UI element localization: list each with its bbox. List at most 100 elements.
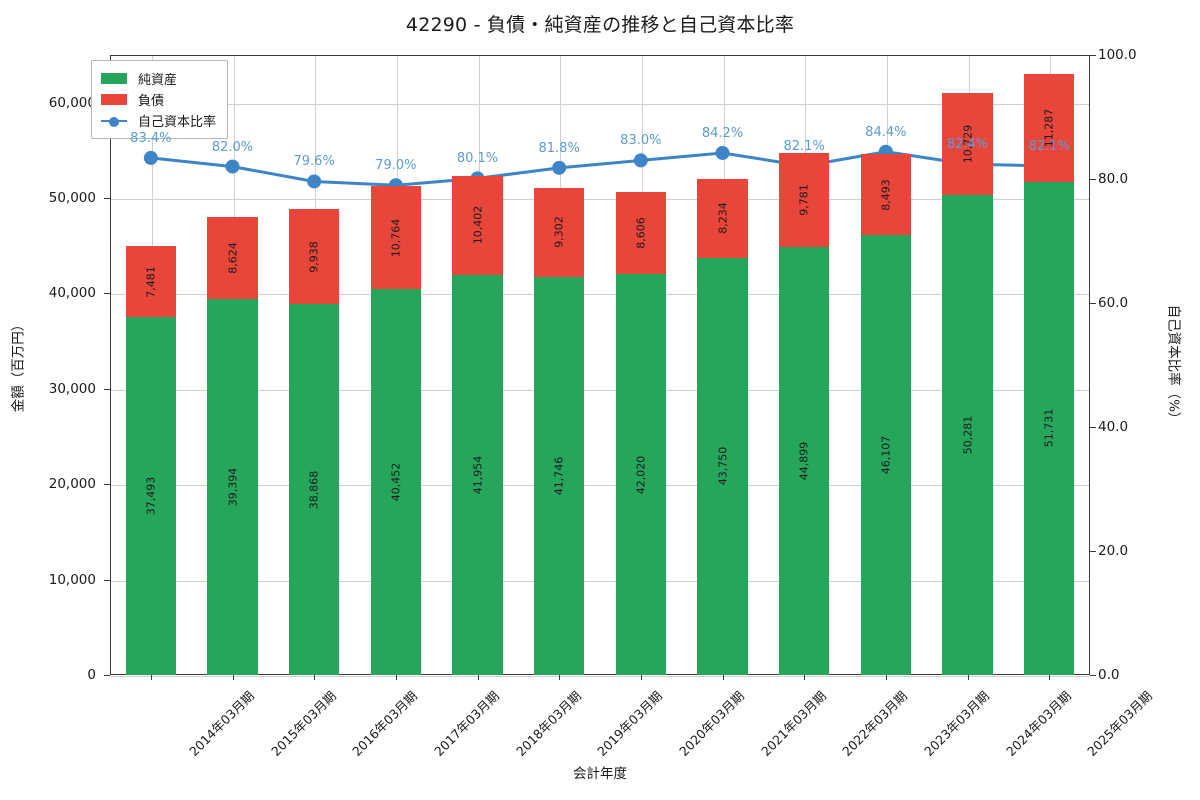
bar-value-label-net-assets: 42,020 <box>634 455 648 494</box>
bar-segment-liabilities[interactable] <box>288 209 340 305</box>
bar-value-label-liabilities: 9,938 <box>307 241 321 273</box>
bar-column[interactable] <box>452 55 503 675</box>
legend-swatch-icon <box>101 73 127 84</box>
x-axis-tickmark <box>477 675 479 680</box>
y-axis-left-tickmark <box>104 198 110 200</box>
bar-column[interactable] <box>125 55 177 675</box>
ratio-value-label: 84.2% <box>701 125 744 141</box>
bar-segment-liabilities[interactable] <box>452 175 503 275</box>
bar-segment-net-assets[interactable] <box>615 274 667 675</box>
ratio-value-label: 83.4% <box>130 130 172 146</box>
x-axis-tickmark <box>804 675 806 680</box>
bar-segment-net-assets[interactable] <box>942 195 993 675</box>
x-axis-tick-label: 2024年03月期 <box>1002 688 1074 759</box>
y-axis-left-tickmark <box>104 293 110 295</box>
bar-column[interactable] <box>942 55 993 675</box>
bar-value-label-net-assets: 40,452 <box>389 462 403 502</box>
y-axis-left-tickmark <box>104 484 110 486</box>
x-axis-tick-label: 2015年03月期 <box>267 688 339 759</box>
bar-segment-net-assets[interactable] <box>207 299 258 675</box>
legend-line-icon <box>101 115 127 127</box>
bar-column[interactable] <box>778 55 830 675</box>
grid-line <box>111 294 1089 296</box>
bar-segment-liabilities[interactable] <box>533 188 585 277</box>
bar-value-label-net-assets: 50,281 <box>961 415 974 455</box>
bar-segment-net-assets[interactable] <box>697 257 748 675</box>
y-axis-left-tickmark <box>104 579 110 581</box>
x-axis-tick-label: 2025年03月期 <box>1084 688 1156 759</box>
y-axis-right-tickmark <box>1090 303 1096 304</box>
bar-column[interactable] <box>1023 55 1075 675</box>
bar-value-label-net-assets: 39,394 <box>226 467 239 507</box>
ratio-value-label: 79.0% <box>375 158 417 174</box>
bar-value-label-liabilities: 9,302 <box>552 216 566 249</box>
bar-segment-net-assets[interactable] <box>288 304 340 675</box>
bar-value-label-liabilities: 9,781 <box>797 184 811 216</box>
legend-item[interactable]: 自己資本比率 <box>101 110 216 131</box>
bar-column[interactable] <box>370 55 422 675</box>
legend-label: 負債 <box>138 94 165 109</box>
bar-segment-liabilities[interactable] <box>942 93 993 196</box>
legend-item[interactable]: 負債 <box>101 89 216 110</box>
x-axis-tick-label: 2020年03月期 <box>675 688 747 759</box>
x-axis-tickmark <box>150 675 152 680</box>
bar-segment-liabilities[interactable] <box>1023 73 1075 182</box>
bar-column[interactable] <box>288 55 340 675</box>
chart-legend: 純資産負債自己資本比率 <box>91 60 229 139</box>
bar-segment-liabilities[interactable] <box>778 153 830 247</box>
legend-item[interactable]: 純資産 <box>101 68 216 89</box>
ratio-data-point[interactable] <box>225 159 240 174</box>
bar-segment-net-assets[interactable] <box>860 235 912 675</box>
bar-column[interactable] <box>207 55 258 675</box>
y-axis-left-label: 金額（百万円） <box>10 317 27 413</box>
bar-segment-liabilities[interactable] <box>370 186 422 290</box>
ratio-data-point[interactable] <box>307 174 322 189</box>
bar-segment-liabilities[interactable] <box>125 246 177 318</box>
bar-column[interactable] <box>615 55 667 675</box>
y-axis-right-tickmark <box>1090 55 1096 56</box>
x-axis-tickmark <box>395 675 397 680</box>
grid-line <box>111 389 1089 391</box>
bar-segment-liabilities[interactable] <box>860 154 912 236</box>
y-axis-left-tickmark <box>104 388 110 390</box>
x-axis-tick-label: 2022年03月期 <box>839 688 911 759</box>
bar-segment-net-assets[interactable] <box>125 317 177 675</box>
y-axis-right-tick: 60.0 <box>1098 295 1129 311</box>
bar-segment-net-assets[interactable] <box>1023 181 1075 675</box>
legend-label: 自己資本比率 <box>138 115 217 130</box>
ratio-data-point[interactable] <box>143 150 158 165</box>
bar-segment-liabilities[interactable] <box>615 192 667 275</box>
bar-segment-net-assets[interactable] <box>533 276 585 675</box>
grid-line <box>111 485 1089 487</box>
bar-value-label-net-assets: 41,746 <box>552 456 566 496</box>
ratio-line-series <box>143 144 1057 193</box>
bar-segment-net-assets[interactable] <box>778 246 830 675</box>
bar-value-label-liabilities: 7,481 <box>144 265 158 298</box>
bar-value-label-net-assets: 37,493 <box>144 476 158 516</box>
y-axis-left-tick: 20,000 <box>48 476 96 493</box>
grid-line <box>111 103 1089 105</box>
x-axis-tickmark <box>967 675 969 680</box>
x-axis-tick-label: 2018年03月期 <box>512 688 584 759</box>
bar-segment-net-assets[interactable] <box>452 274 503 675</box>
bar-segment-liabilities[interactable] <box>697 179 748 258</box>
bar-segment-net-assets[interactable] <box>370 289 422 675</box>
ratio-value-label: 82.0% <box>211 139 254 155</box>
bar-column[interactable] <box>860 55 912 675</box>
bar-column[interactable] <box>533 55 585 675</box>
x-axis-tickmark <box>885 675 887 680</box>
y-axis-left-tick: 0 <box>87 667 96 683</box>
chart-title: 42290 - 負債・純資産の推移と自己資本比率 <box>405 14 795 36</box>
ratio-data-point[interactable] <box>552 160 567 175</box>
y-axis-left-tick: 30,000 <box>48 380 96 397</box>
ratio-data-point[interactable] <box>633 153 648 168</box>
bar-value-label-net-assets: 46,107 <box>879 435 893 475</box>
ratio-data-point[interactable] <box>715 145 730 160</box>
x-axis-tick-label: 2019年03月期 <box>594 688 666 759</box>
x-axis-tickmark <box>722 675 724 680</box>
bar-segment-liabilities[interactable] <box>207 217 258 300</box>
y-axis-right-tick: 0.0 <box>1098 667 1120 683</box>
bar-column[interactable] <box>697 55 748 675</box>
bar-value-label-liabilities: 10,764 <box>389 218 403 258</box>
x-axis-tickmark <box>1049 675 1051 680</box>
